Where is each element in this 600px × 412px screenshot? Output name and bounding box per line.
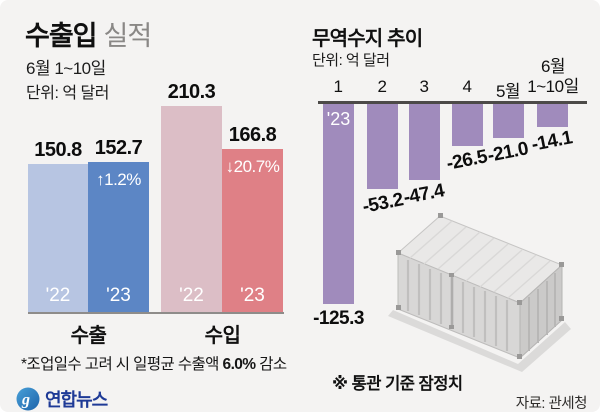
- balance-bar-4: [451, 104, 483, 147]
- footnote-text-pre: *조업일수 고려 시 일평균 수출액: [21, 356, 223, 373]
- balance-value-6: -14.1: [529, 126, 574, 156]
- month-label-3: 3: [419, 77, 429, 96]
- bar-year-label: '22: [45, 284, 71, 306]
- left-chart-period: 6월 1~10일: [26, 59, 106, 78]
- left-chart-baseline: [28, 312, 284, 314]
- import-bar-curr: '23 ↓20.7%: [222, 148, 283, 312]
- month-label-4: 4: [462, 77, 472, 96]
- balance-value-1: -125.3: [313, 308, 364, 330]
- june-label-line2: 1~10일: [527, 77, 579, 96]
- yonhap-logo-icon: g: [16, 387, 40, 411]
- left-chart-title: 수출입 실적: [25, 14, 153, 53]
- month-label-5: 5월: [495, 82, 521, 101]
- month-label-june: 6월 1~10일: [517, 57, 589, 97]
- data-source: 자료: 관세청: [515, 396, 588, 412]
- right-chart-unit: 단위: 억 달러: [312, 52, 390, 69]
- export-group-label: 수출: [70, 325, 107, 347]
- import-group-label: 수입: [204, 325, 241, 347]
- bar-year-label: '22: [179, 284, 204, 306]
- footnote-percent: 6.0%: [222, 356, 257, 373]
- import-bar-prev-value: 210.3: [167, 80, 216, 103]
- right-chart-baseline: [318, 101, 587, 104]
- balance-bar-3: [408, 104, 440, 180]
- balance-bar-1: '23: [323, 104, 354, 305]
- footnote-text-post: 감소: [255, 356, 287, 373]
- bar-change-label: ↑1.2%: [96, 170, 141, 190]
- yonhap-logo: g 연합뉴스: [16, 386, 108, 412]
- left-chart-title-main: 수출입: [25, 21, 98, 51]
- right-chart-title: 무역수지 추이: [312, 28, 423, 50]
- balance-year-label: '23: [326, 109, 351, 129]
- shipping-container-illustration: [388, 213, 571, 372]
- month-label-2: 2: [377, 77, 387, 96]
- export-bar-curr-value: 152.7: [94, 137, 143, 160]
- month-label-1: 1: [333, 77, 343, 96]
- yonhap-logo-text: 연합뉴스: [45, 390, 108, 410]
- bar-change-label: ↓20.7%: [225, 156, 280, 176]
- left-chart-footnote: *조업일수 고려 시 일평균 수출액 6.0% 감소: [21, 352, 287, 374]
- export-bar-prev: '22: [28, 164, 88, 312]
- left-chart-unit: 단위: 억 달러: [26, 85, 109, 102]
- export-bar-prev-value: 150.8: [34, 139, 82, 162]
- bar-year-label: '23: [240, 284, 265, 306]
- june-label-line1: 6월: [540, 57, 566, 76]
- left-chart-title-sub: 실적: [103, 21, 153, 51]
- export-bar-curr: '23 ↑1.2%: [88, 162, 149, 312]
- bar-year-label: '23: [106, 284, 131, 306]
- svg-text:g: g: [21, 392, 30, 409]
- import-bar-curr-value: 166.8: [228, 123, 277, 146]
- balance-bar-2: [367, 104, 398, 190]
- right-chart-note: ※ 통관 기준 잠정치: [332, 375, 463, 393]
- balance-bar-6: [536, 104, 568, 127]
- balance-bar-5: [492, 104, 524, 138]
- import-bar-prev: '22: [161, 105, 222, 312]
